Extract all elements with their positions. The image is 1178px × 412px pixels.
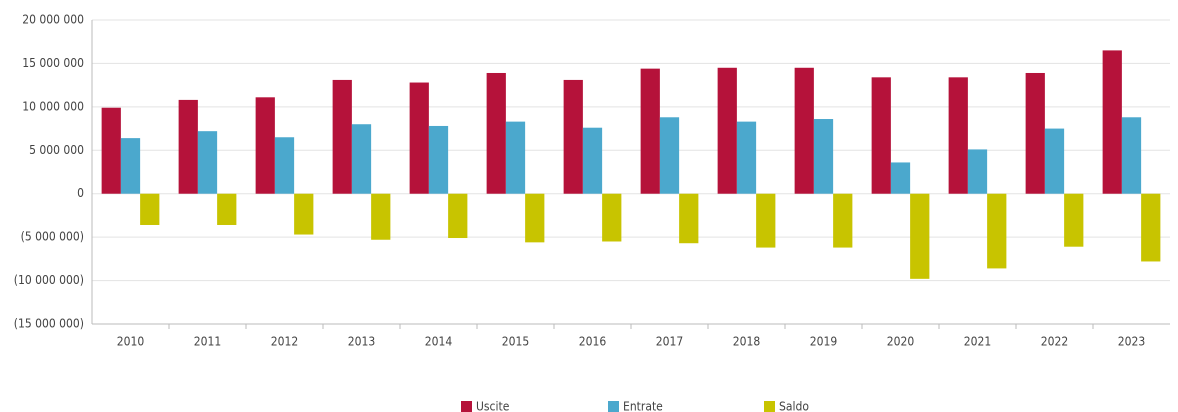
bar xyxy=(756,193,776,248)
x-tick-label: 2022 xyxy=(1041,335,1068,349)
bar xyxy=(332,79,352,194)
bar xyxy=(1025,72,1045,194)
bar xyxy=(910,193,930,279)
legend-label: Saldo xyxy=(779,400,809,412)
y-tick-label: (10 000 000) xyxy=(14,273,84,287)
bar xyxy=(563,79,583,194)
bar xyxy=(101,107,121,194)
bar xyxy=(736,121,757,194)
bar xyxy=(582,127,603,194)
legend-swatch xyxy=(764,401,775,412)
bar xyxy=(120,138,141,194)
x-tick-label: 2015 xyxy=(502,335,529,349)
bar xyxy=(640,68,660,194)
bar xyxy=(948,77,968,194)
bar xyxy=(294,193,314,235)
y-tick-label: 20 000 000 xyxy=(22,13,84,27)
x-tick-label: 2019 xyxy=(810,335,838,349)
x-tick-label: 2017 xyxy=(656,335,683,349)
bar xyxy=(602,193,622,242)
bar xyxy=(217,193,237,225)
legend-swatch xyxy=(608,401,619,412)
x-tick-label: 2018 xyxy=(733,335,761,349)
bar xyxy=(1064,193,1084,247)
y-tick-label: 15 000 000 xyxy=(22,56,84,70)
bar xyxy=(525,193,545,243)
bar xyxy=(505,121,526,194)
x-tick-label: 2023 xyxy=(1118,335,1145,349)
y-tick-label: 10 000 000 xyxy=(22,99,84,113)
x-tick-label: 2011 xyxy=(194,335,221,349)
bar xyxy=(197,131,218,194)
bar xyxy=(890,162,911,194)
legend-label: Uscite xyxy=(476,400,510,412)
bar xyxy=(178,99,198,194)
bar xyxy=(140,193,160,225)
x-tick-label: 2016 xyxy=(579,335,607,349)
legend-swatch xyxy=(461,401,472,412)
bar xyxy=(1141,193,1161,262)
bar xyxy=(1121,117,1142,194)
bar xyxy=(486,72,506,194)
y-tick-label: (5 000 000) xyxy=(21,230,84,244)
bar xyxy=(1044,128,1065,194)
x-tick-label: 2010 xyxy=(117,335,145,349)
bar xyxy=(679,193,699,244)
bar xyxy=(274,137,295,194)
bar xyxy=(987,193,1007,269)
bar xyxy=(871,77,891,194)
x-tick-label: 2012 xyxy=(271,335,298,349)
bar xyxy=(448,193,468,239)
bar xyxy=(255,97,275,194)
bar xyxy=(717,67,737,194)
bar xyxy=(659,117,680,194)
x-tick-label: 2014 xyxy=(425,335,453,349)
x-tick-label: 2020 xyxy=(887,335,915,349)
bar xyxy=(371,193,391,240)
bar xyxy=(813,119,834,194)
bar xyxy=(967,149,988,194)
x-tick-label: 2021 xyxy=(964,335,991,349)
bar xyxy=(833,193,853,248)
y-tick-label: 0 xyxy=(77,186,84,200)
y-tick-label: (15 000 000) xyxy=(14,317,84,331)
bar xyxy=(428,125,449,194)
bar xyxy=(794,67,814,194)
x-tick-label: 2013 xyxy=(348,335,375,349)
legend-label: Entrate xyxy=(623,400,663,412)
bar xyxy=(351,124,372,194)
bar xyxy=(409,82,429,194)
bar xyxy=(1102,50,1122,194)
y-tick-label: 5 000 000 xyxy=(29,143,84,157)
